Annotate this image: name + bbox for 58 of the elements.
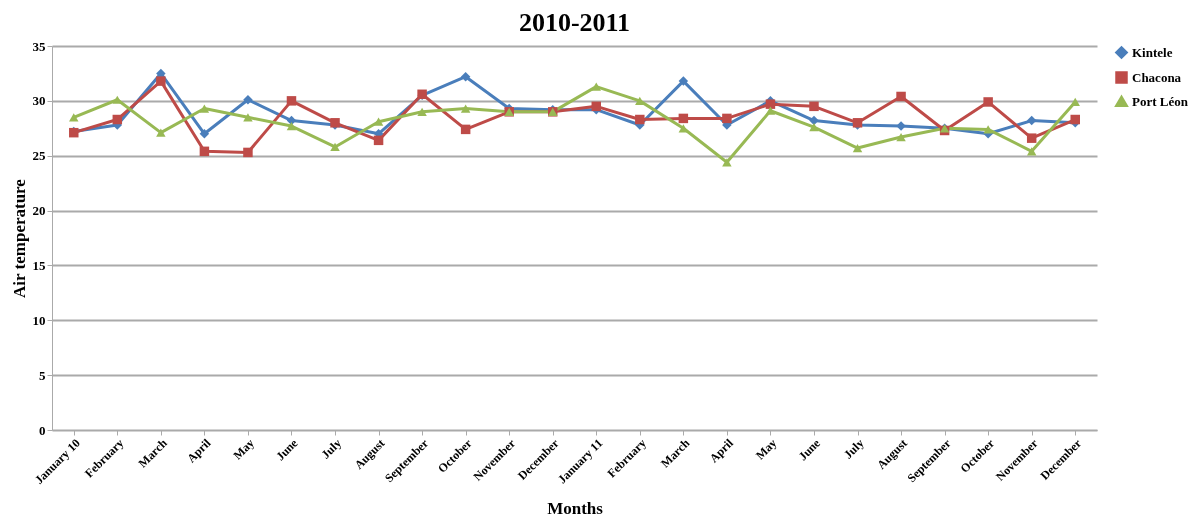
point [156,76,166,86]
point [1026,133,1037,143]
point [199,146,210,157]
point [156,128,166,137]
x-tick-label: June [795,435,824,464]
x-tick-label: June [273,435,301,464]
point [243,113,253,122]
point [1070,97,1080,107]
x-tick-label: May [230,436,257,463]
point [983,97,993,107]
point [852,143,863,153]
point [809,123,819,132]
point [678,113,689,124]
y-tick-label: 10 [32,312,46,328]
point [765,106,776,115]
x-tick-label: May [753,436,780,463]
point [286,96,297,106]
y-tick-label: 20 [32,203,46,219]
legend-label: Port Léon [1132,93,1189,109]
point [286,121,297,131]
point [330,142,340,152]
point [1026,115,1037,126]
point [896,91,906,102]
point [678,76,689,86]
chart-title: 2010-2011 [518,8,631,37]
point [1026,147,1037,156]
x-tick-label: July [841,436,867,462]
point [809,115,819,126]
y-tick-label: 15 [32,257,46,273]
point [591,82,602,91]
y-tick-label: 30 [32,93,46,109]
x-axis-title: Months [547,499,604,519]
point [373,135,384,146]
point [112,114,123,125]
y-tick-label: 25 [32,148,46,164]
point [809,101,819,112]
point [243,95,253,105]
point [199,129,210,139]
point [896,132,906,142]
y-tick-label: 0 [39,422,46,438]
point [460,104,471,113]
y-tick-label: 35 [32,38,46,54]
point [1070,114,1080,125]
point [460,124,471,135]
point [243,147,253,158]
point [199,104,210,113]
point [722,113,732,124]
legend-label: Kintele [1132,44,1173,60]
point [635,114,645,125]
y-axis-title: Air temperature [9,178,29,298]
point [635,96,645,105]
point [722,158,732,167]
point [460,71,471,82]
x-tick-label: July [318,436,345,462]
legend-label: Chacona [1132,69,1182,85]
point [417,107,427,116]
y-tick-label: 5 [39,367,46,383]
point [373,117,384,126]
